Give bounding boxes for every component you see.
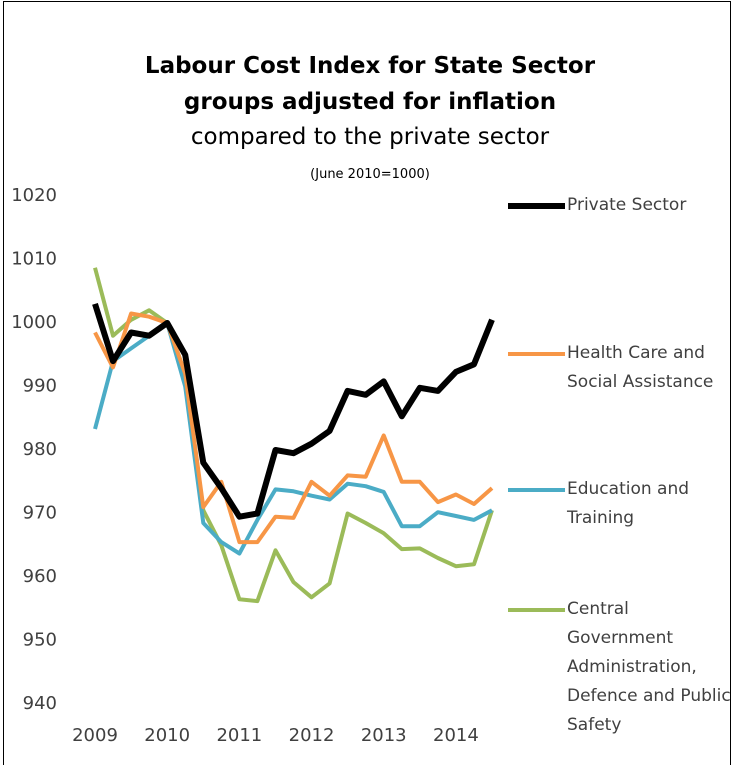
series-line (93, 311, 494, 545)
series-line (93, 267, 494, 604)
y-tick-label: 960 (23, 566, 57, 587)
y-tick-label: 970 (23, 503, 57, 524)
x-tick-label: 2009 (72, 725, 118, 746)
legend-label: Education and Training (567, 479, 690, 528)
y-tick-label: 980 (23, 439, 57, 460)
series-line (92, 302, 495, 520)
y-tick-label: 1010 (11, 249, 57, 270)
y-tick-label: 1020 (11, 185, 57, 206)
y-tick-label: 990 (23, 376, 57, 397)
chart-note: (June 2010=1000) (310, 167, 430, 182)
y-tick-label: 1000 (11, 312, 57, 333)
x-tick-label: 2014 (433, 725, 479, 746)
x-tick-label: 2012 (289, 725, 335, 746)
y-tick-label: 940 (23, 693, 57, 714)
legend-label: Private Sector (567, 195, 687, 215)
chart-title: Labour Cost Index for State Sector group… (144, 53, 596, 115)
x-tick-label: 2010 (144, 725, 190, 746)
chart-border (3, 1, 731, 765)
chart-subtitle: compared to the private sector (190, 124, 550, 150)
x-tick-label: 2013 (361, 725, 407, 746)
legend-label: Health Care and Social Assistance (567, 343, 714, 392)
legend-label: Central Government Administration, Defen… (567, 599, 731, 735)
x-tick-label: 2011 (216, 725, 262, 746)
y-tick-label: 950 (23, 630, 57, 651)
